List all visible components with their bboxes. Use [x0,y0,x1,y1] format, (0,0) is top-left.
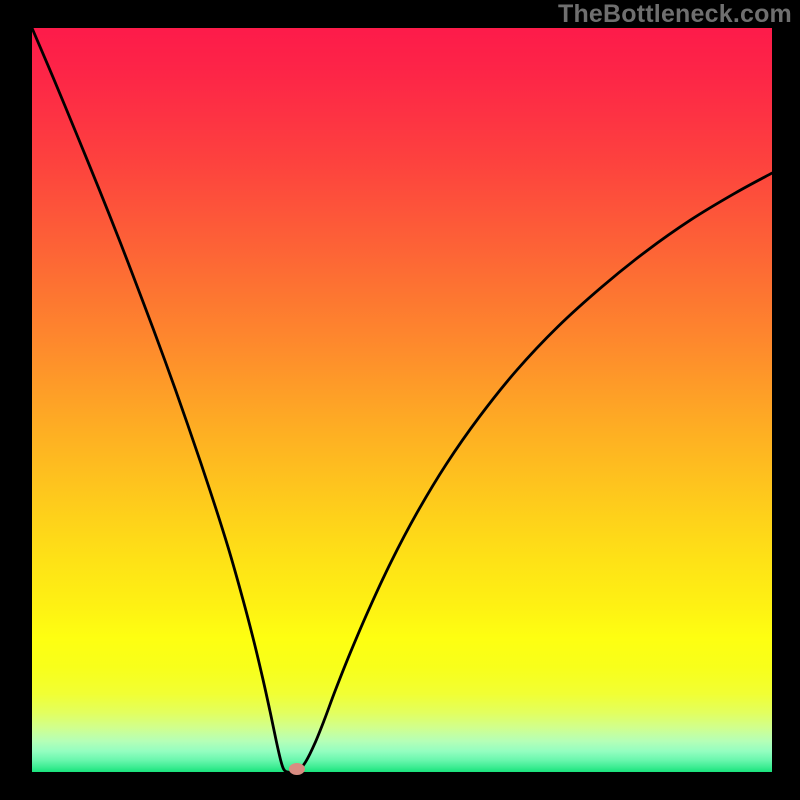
watermark-text: TheBottleneck.com [558,0,792,29]
optimum-marker [289,763,305,775]
bottleneck-chart [0,0,800,800]
chart-frame: TheBottleneck.com [0,0,800,800]
plot-background [32,28,772,772]
